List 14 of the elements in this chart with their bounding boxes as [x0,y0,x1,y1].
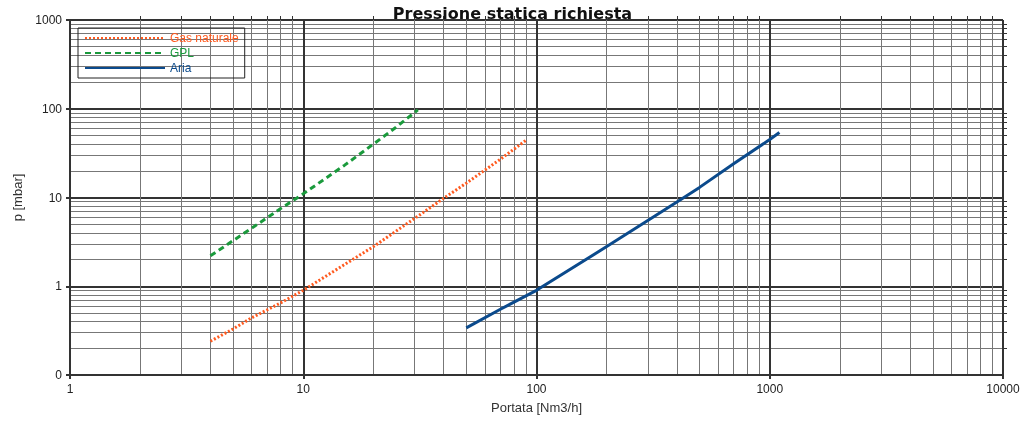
x-tick-label: 1 [66,382,74,396]
y-axis-title: p [mbar] [10,173,26,222]
y-tick-label: 1000 [35,13,63,27]
x-tick-label: 10000 [986,382,1021,396]
x-axis-title: Portata [Nm3/h] [490,400,583,415]
chart-title: Pressione statica richiesta [392,3,633,23]
x-tick-label: 100 [526,382,547,396]
x-tick-label: 1000 [756,382,784,396]
x-tick-label: 10 [296,382,311,396]
text: Aria [170,61,192,75]
y-tick-label: 1 [55,279,63,294]
y-tick-label: 100 [41,101,63,116]
y-tick-label: 10 [48,190,63,205]
y-tick-label: 0 [55,368,63,382]
